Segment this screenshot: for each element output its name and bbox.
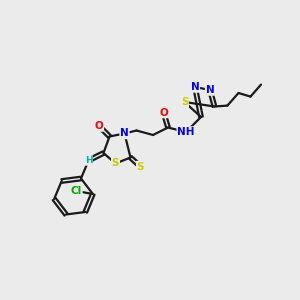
Text: Cl: Cl: [71, 186, 82, 196]
Text: S: S: [137, 161, 144, 172]
Text: S: S: [112, 158, 119, 169]
Text: S: S: [181, 97, 188, 107]
Text: N: N: [206, 85, 214, 95]
Text: O: O: [159, 107, 168, 118]
Text: N: N: [120, 128, 129, 139]
Text: N: N: [190, 82, 200, 92]
Text: H: H: [85, 156, 92, 165]
Text: NH: NH: [177, 127, 195, 137]
Text: O: O: [94, 121, 103, 131]
